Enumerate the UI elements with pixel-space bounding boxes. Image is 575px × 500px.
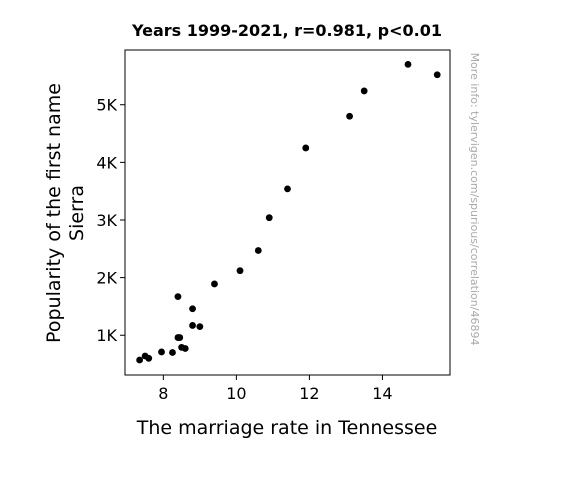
data-point [404, 61, 412, 68]
data-point [211, 280, 218, 288]
data-point [254, 247, 262, 254]
data-point [302, 144, 310, 152]
data-point [433, 71, 441, 79]
x-tick-label: 10 [226, 384, 246, 403]
data-point [174, 293, 182, 301]
data-point [236, 267, 244, 275]
data-point [360, 87, 368, 95]
y-axis-label: Popularity of the first nameSierra [43, 83, 88, 343]
data-point [284, 185, 291, 193]
x-tick-label: 14 [372, 384, 392, 403]
data-point [181, 345, 189, 352]
data-point [196, 323, 204, 330]
data-point [169, 349, 176, 356]
data-point [346, 112, 353, 120]
y-tick-label: 2K [96, 269, 117, 288]
watermark: More info: tylervigen.com/spurious/corre… [468, 53, 481, 346]
data-point [158, 348, 165, 356]
y-tick-label: 3K [96, 211, 117, 230]
data-point [136, 356, 144, 364]
y-tick-label: 5K [96, 96, 117, 115]
x-axis-label: The marriage rate in Tennessee [136, 417, 438, 439]
plot-area: 8 10 12 14 1K 2K 3K 4K 5K [96, 49, 451, 403]
y-tick-label: 4K [96, 153, 117, 172]
x-tick-label: 12 [299, 384, 319, 403]
y-axis-label-line: Popularity of the first name [43, 83, 65, 343]
data-point [145, 354, 153, 362]
data-point [176, 334, 184, 341]
data-point [265, 214, 273, 222]
chart-title: Years 1999-2021, r=0.981, p<0.01 [131, 21, 442, 40]
y-tick-label: 1K [96, 326, 117, 345]
data-point [189, 305, 196, 313]
x-tick-label: 8 [158, 384, 168, 403]
y-axis-label-line: Sierra [66, 185, 88, 241]
data-point [189, 322, 196, 329]
plot-frame [124, 49, 451, 376]
